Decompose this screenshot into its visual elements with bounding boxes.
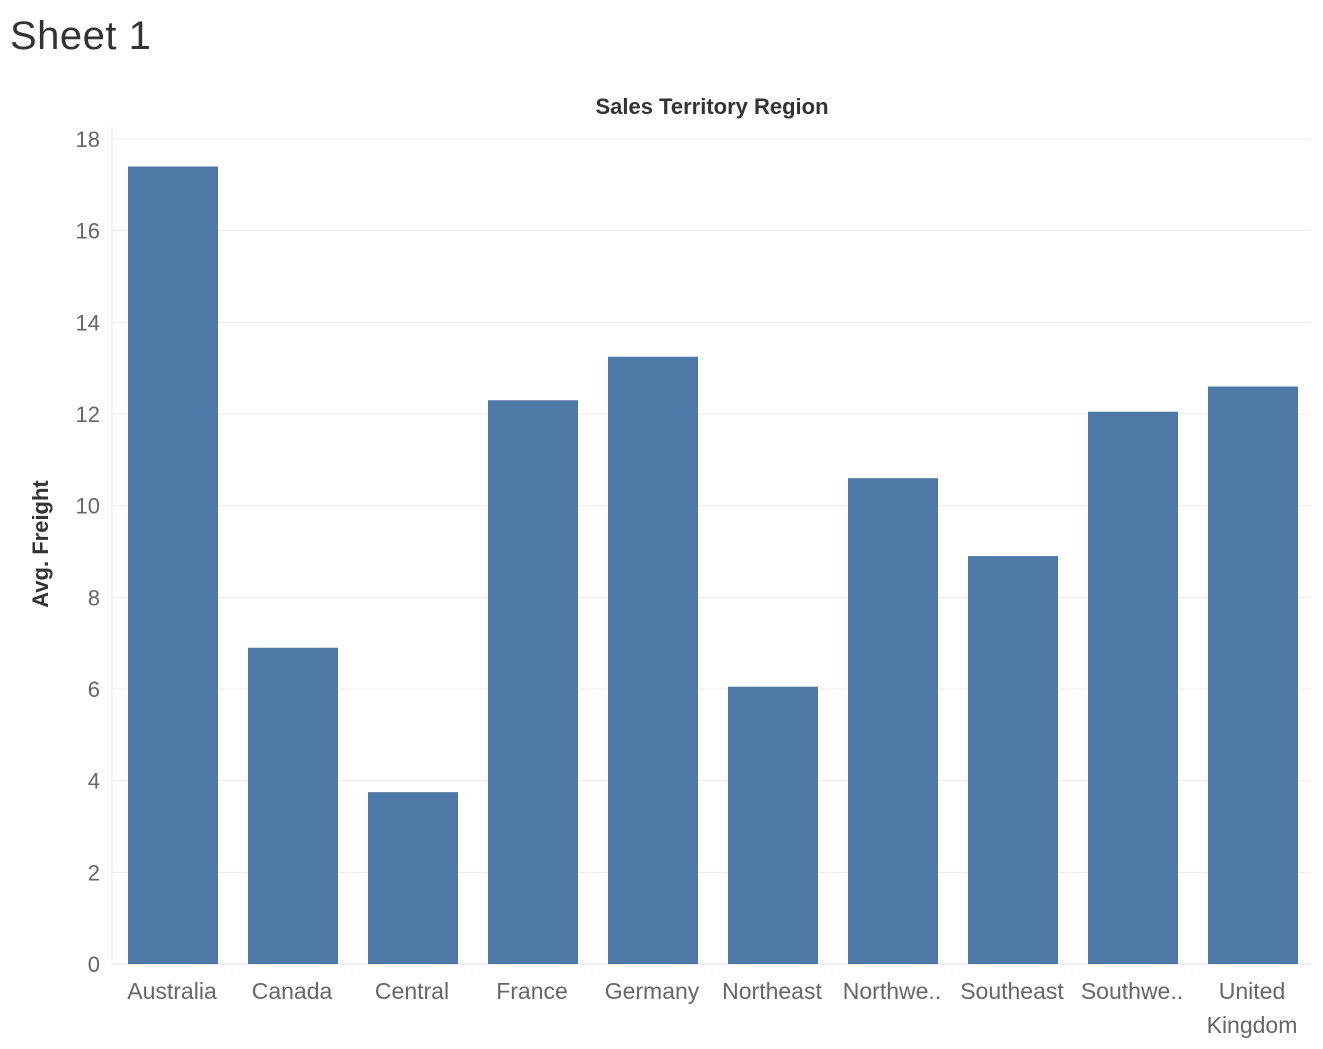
y-tick-label: 10 xyxy=(76,494,100,519)
bar[interactable] xyxy=(848,478,938,964)
y-tick-label: 18 xyxy=(76,127,100,152)
bars xyxy=(128,166,1298,965)
y-tick-label: 16 xyxy=(76,219,100,244)
y-tick-label: 2 xyxy=(88,860,100,885)
y-tick-label: 0 xyxy=(88,952,100,977)
y-axis-ticks: 0 2 4 6 8 10 12 14 16 18 xyxy=(76,127,100,977)
x-tick-label: Northwe.. xyxy=(843,978,941,1004)
bar[interactable] xyxy=(728,686,818,964)
y-tick-label: 14 xyxy=(76,310,100,335)
bar[interactable] xyxy=(1088,411,1178,964)
y-tick-label: 8 xyxy=(88,585,100,610)
column-header: Sales Territory Region xyxy=(595,94,828,119)
bar[interactable] xyxy=(128,166,218,965)
x-tick-label: Central xyxy=(375,978,449,1004)
y-axis-title: Avg. Freight xyxy=(28,480,53,608)
x-tick-label: Australia xyxy=(127,978,217,1004)
bar[interactable] xyxy=(608,356,698,964)
x-tick-label: Southwe.. xyxy=(1081,978,1183,1004)
x-tick-label: United xyxy=(1219,978,1285,1004)
x-tick-label: Kingdom xyxy=(1207,1012,1298,1038)
x-tick-label: Germany xyxy=(605,978,700,1004)
bar[interactable] xyxy=(248,647,338,964)
x-tick-label: Northeast xyxy=(722,978,822,1004)
y-tick-label: 4 xyxy=(88,769,100,794)
bar[interactable] xyxy=(368,792,458,964)
bar[interactable] xyxy=(488,400,578,964)
sheet-title: Sheet 1 xyxy=(10,14,152,58)
y-tick-label: 12 xyxy=(76,402,100,427)
x-tick-label: France xyxy=(496,978,568,1004)
x-tick-label: Southeast xyxy=(960,978,1064,1004)
y-tick-label: 6 xyxy=(88,677,100,702)
bar[interactable] xyxy=(1208,386,1298,965)
x-axis-labels: Australia Canada Central France Germany North… xyxy=(127,978,1297,1038)
x-tick-label: Canada xyxy=(252,978,333,1004)
bar[interactable] xyxy=(968,556,1058,964)
